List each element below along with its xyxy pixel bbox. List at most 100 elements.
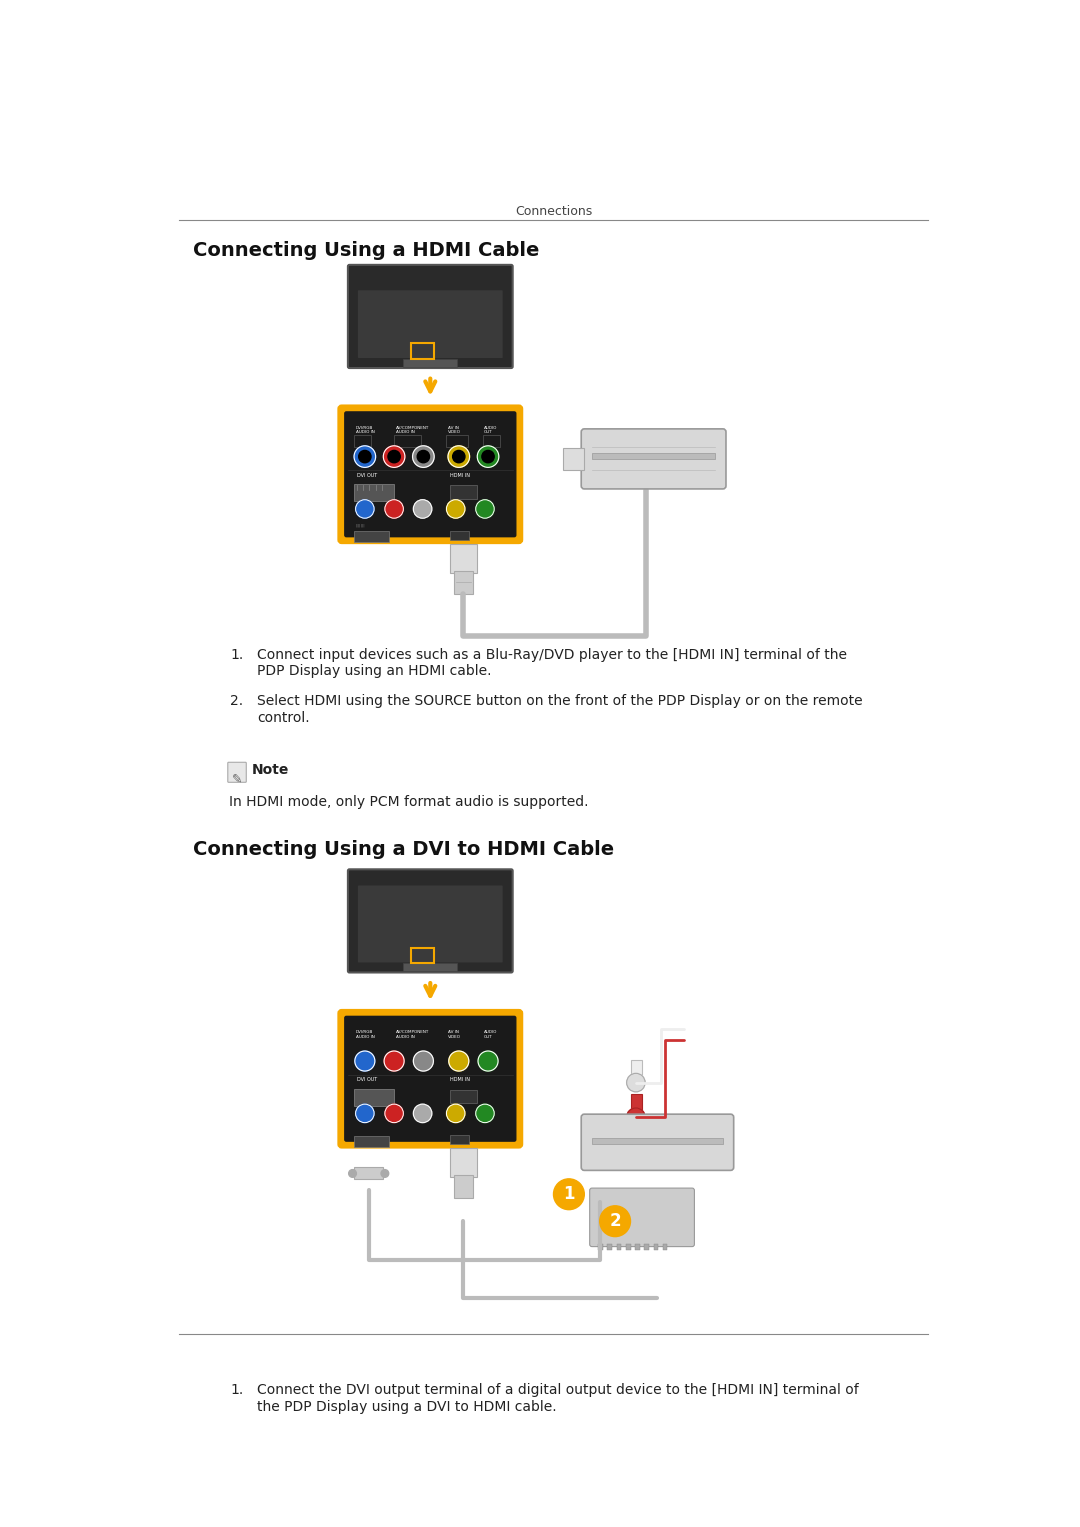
Text: 1.: 1. xyxy=(230,647,243,661)
Bar xyxy=(563,447,584,470)
Text: control.: control. xyxy=(257,710,310,725)
Circle shape xyxy=(384,499,403,518)
Circle shape xyxy=(384,1051,404,1070)
Text: In HDMI mode, only PCM format audio is supported.: In HDMI mode, only PCM format audio is s… xyxy=(229,796,588,809)
Text: DVI OUT: DVI OUT xyxy=(357,473,377,478)
Circle shape xyxy=(449,1051,469,1070)
Bar xyxy=(446,435,468,447)
Bar xyxy=(592,452,715,460)
FancyBboxPatch shape xyxy=(348,264,513,368)
Text: Note: Note xyxy=(252,764,289,777)
Text: 2: 2 xyxy=(609,1212,621,1231)
Circle shape xyxy=(475,1104,495,1122)
FancyBboxPatch shape xyxy=(581,429,726,489)
Bar xyxy=(403,359,457,366)
Text: ✎: ✎ xyxy=(232,773,242,785)
Circle shape xyxy=(475,499,495,518)
Bar xyxy=(626,1245,631,1251)
Bar xyxy=(449,544,477,573)
Bar xyxy=(449,530,469,539)
Bar xyxy=(354,1167,383,1179)
Text: AV IN
VIDEO: AV IN VIDEO xyxy=(448,426,461,434)
Bar xyxy=(631,1095,642,1110)
Circle shape xyxy=(355,1051,375,1070)
Bar xyxy=(663,1245,667,1251)
Bar xyxy=(411,344,434,359)
FancyBboxPatch shape xyxy=(357,290,502,357)
FancyBboxPatch shape xyxy=(357,886,502,962)
Bar xyxy=(449,1148,477,1177)
Text: the PDP Display using a DVI to HDMI cable.: the PDP Display using a DVI to HDMI cabl… xyxy=(257,1400,556,1414)
Circle shape xyxy=(349,1170,356,1177)
Text: DVI OUT: DVI OUT xyxy=(357,1077,377,1083)
Text: Connections: Connections xyxy=(515,205,592,218)
Bar xyxy=(635,1245,639,1251)
FancyBboxPatch shape xyxy=(339,1011,522,1147)
Text: Connecting Using a HDMI Cable: Connecting Using a HDMI Cable xyxy=(193,241,540,260)
FancyBboxPatch shape xyxy=(339,406,522,542)
Bar xyxy=(598,1245,603,1251)
Text: AV IN
VIDEO: AV IN VIDEO xyxy=(448,1031,461,1038)
FancyBboxPatch shape xyxy=(228,762,246,782)
Text: HDMI IN: HDMI IN xyxy=(449,1077,470,1083)
Text: DVI/RGB
AUDIO IN: DVI/RGB AUDIO IN xyxy=(355,1031,375,1038)
Text: Connect input devices such as a Blu-Ray/DVD player to the [HDMI IN] terminal of : Connect input devices such as a Blu-Ray/… xyxy=(257,647,847,661)
Circle shape xyxy=(482,450,495,463)
Circle shape xyxy=(417,450,430,463)
Text: PDP Display using an HDMI cable.: PDP Display using an HDMI cable. xyxy=(257,664,491,678)
Bar xyxy=(354,435,372,447)
Circle shape xyxy=(383,446,405,467)
Bar xyxy=(411,948,434,964)
Circle shape xyxy=(384,1104,403,1122)
Bar xyxy=(449,486,476,499)
Text: AV/COMPONENT
AUDIO IN: AV/COMPONENT AUDIO IN xyxy=(395,426,429,434)
Text: Select HDMI using the SOURCE button on the front of the PDP Display or on the re: Select HDMI using the SOURCE button on t… xyxy=(257,693,863,707)
Circle shape xyxy=(355,1104,374,1122)
Circle shape xyxy=(453,450,465,463)
Text: AUDIO
OUT: AUDIO OUT xyxy=(484,426,498,434)
Bar xyxy=(403,964,457,971)
Text: AV/COMPONENT
AUDIO IN: AV/COMPONENT AUDIO IN xyxy=(395,1031,429,1038)
Bar xyxy=(354,531,389,542)
Circle shape xyxy=(381,1170,389,1177)
Circle shape xyxy=(626,1109,645,1127)
FancyBboxPatch shape xyxy=(345,1017,516,1141)
Circle shape xyxy=(599,1206,631,1237)
Text: 1.: 1. xyxy=(230,1383,243,1397)
Circle shape xyxy=(554,1179,584,1209)
Text: 1: 1 xyxy=(563,1185,575,1203)
FancyBboxPatch shape xyxy=(345,412,516,536)
Bar xyxy=(354,484,394,501)
Text: Connect the DVI output terminal of a digital output device to the [HDMI IN] term: Connect the DVI output terminal of a dig… xyxy=(257,1383,859,1397)
FancyBboxPatch shape xyxy=(581,1115,733,1170)
Circle shape xyxy=(446,499,465,518)
Bar xyxy=(631,1060,642,1075)
Circle shape xyxy=(446,1104,465,1122)
Bar xyxy=(394,435,421,447)
Circle shape xyxy=(626,1073,645,1092)
Text: 2.: 2. xyxy=(230,693,243,707)
Circle shape xyxy=(478,1051,498,1070)
FancyBboxPatch shape xyxy=(348,869,513,973)
Bar xyxy=(617,1245,621,1251)
Circle shape xyxy=(414,1051,433,1070)
FancyBboxPatch shape xyxy=(590,1188,694,1246)
Bar xyxy=(607,1245,612,1251)
Text: DVI/RGB
AUDIO IN: DVI/RGB AUDIO IN xyxy=(355,426,375,434)
Text: |||||||: ||||||| xyxy=(355,524,365,528)
Bar xyxy=(455,571,473,594)
Circle shape xyxy=(359,450,372,463)
Text: HDMI IN: HDMI IN xyxy=(449,473,470,478)
Text: Connecting Using a DVI to HDMI Cable: Connecting Using a DVI to HDMI Cable xyxy=(193,840,615,860)
Circle shape xyxy=(354,446,376,467)
Bar xyxy=(653,1245,658,1251)
Bar xyxy=(645,1245,649,1251)
Bar xyxy=(354,1089,394,1106)
Circle shape xyxy=(448,446,470,467)
Bar xyxy=(354,1136,389,1147)
Bar xyxy=(455,1174,473,1199)
Circle shape xyxy=(414,499,432,518)
Circle shape xyxy=(388,450,401,463)
Circle shape xyxy=(413,446,434,467)
Bar xyxy=(483,435,500,447)
